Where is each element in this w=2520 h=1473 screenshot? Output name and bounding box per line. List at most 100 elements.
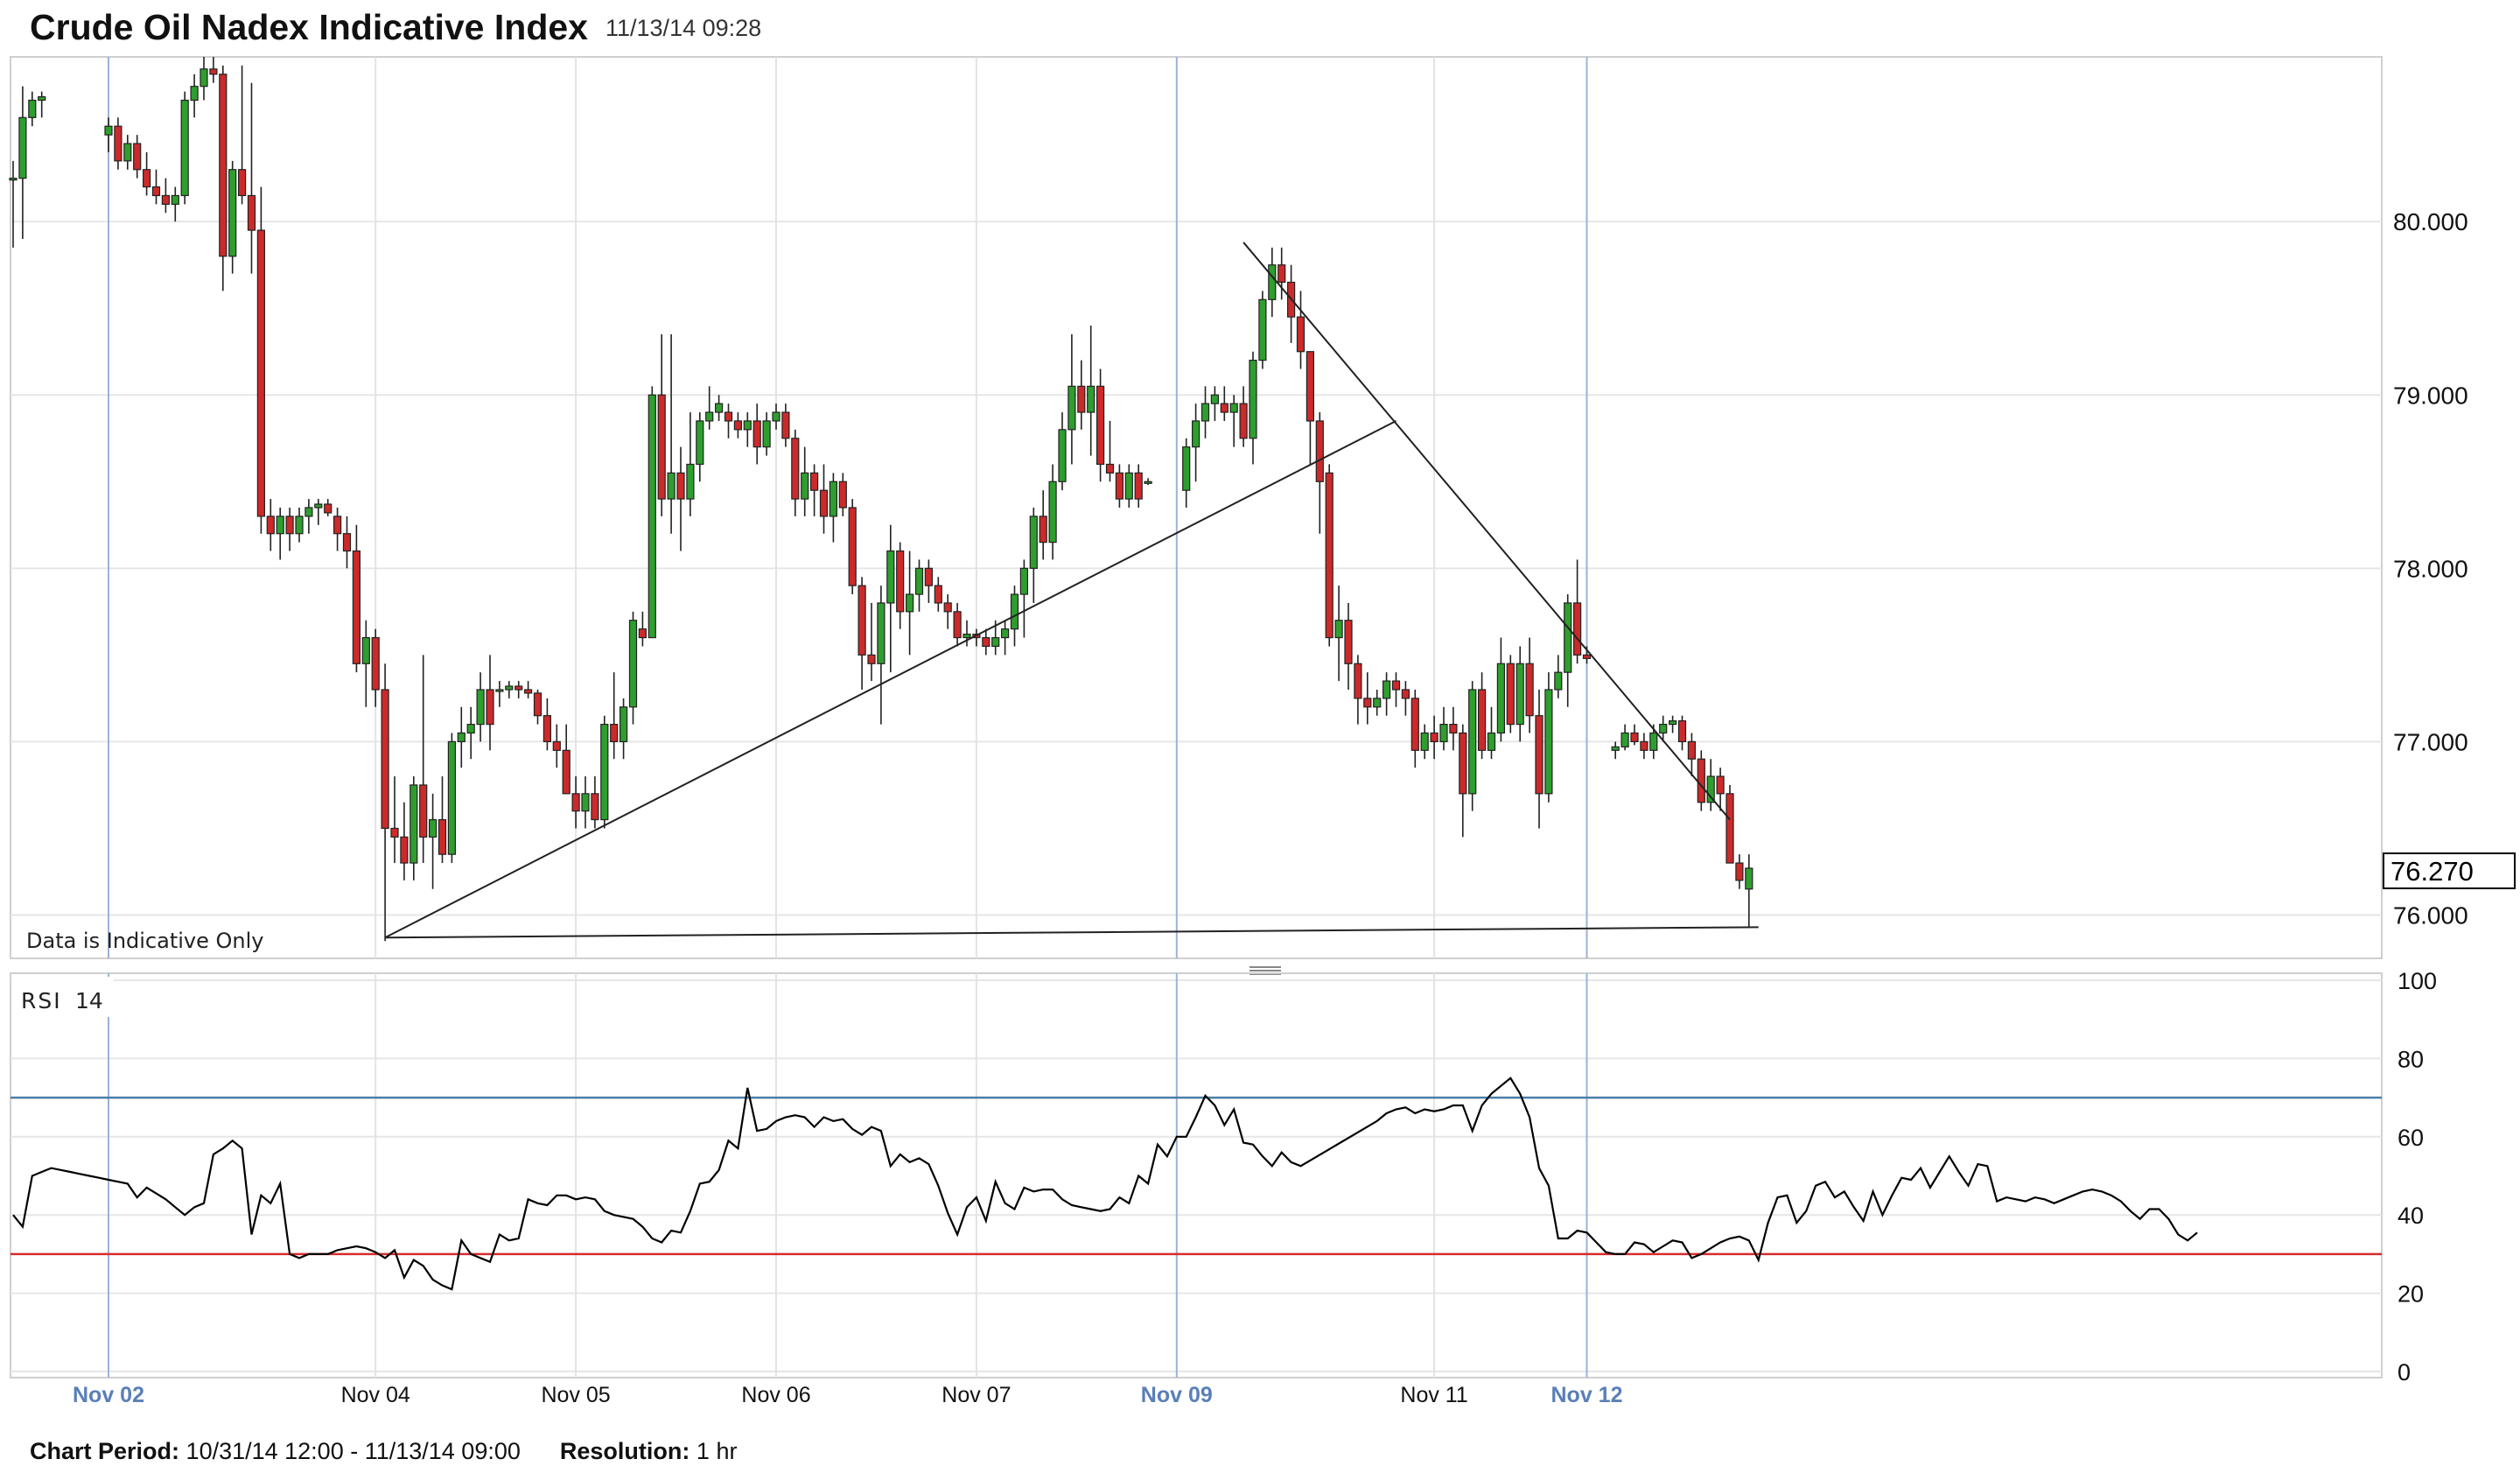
candle-down bbox=[972, 628, 981, 647]
candle-up bbox=[18, 86, 27, 239]
candle-down bbox=[676, 446, 685, 551]
candle-body bbox=[18, 116, 27, 179]
candle-down bbox=[1391, 672, 1401, 707]
candle-up bbox=[466, 706, 475, 760]
candle-down bbox=[1134, 464, 1143, 508]
candle-up bbox=[304, 499, 313, 534]
candle-body bbox=[953, 611, 962, 639]
candle-body bbox=[1191, 420, 1200, 448]
candle-body bbox=[1554, 671, 1563, 691]
candle-body bbox=[1144, 480, 1152, 484]
candle-down bbox=[161, 178, 170, 214]
candle-body bbox=[1716, 775, 1725, 795]
candle-body bbox=[304, 507, 313, 517]
candle-body bbox=[1496, 663, 1506, 734]
rsi-period: 14 bbox=[75, 988, 103, 1014]
candle-body bbox=[1258, 298, 1267, 361]
rsi-tick-label: 60 bbox=[2398, 1125, 2424, 1151]
candle-body bbox=[1620, 732, 1629, 747]
candle-down bbox=[238, 65, 247, 205]
candle-body bbox=[1401, 689, 1410, 699]
candle-body bbox=[801, 472, 809, 500]
candle-body bbox=[1315, 420, 1324, 482]
candle-body bbox=[1210, 394, 1220, 404]
candle-down bbox=[1572, 559, 1582, 664]
candle-up bbox=[1620, 724, 1629, 751]
candle-down bbox=[858, 577, 866, 690]
candle-body bbox=[1677, 720, 1687, 743]
resolution-label: Resolution: bbox=[559, 1438, 690, 1464]
candle-body bbox=[1459, 732, 1467, 795]
candle-up bbox=[914, 559, 924, 612]
candle-down bbox=[514, 681, 523, 698]
candle-body bbox=[1420, 732, 1429, 751]
candle-body bbox=[1278, 264, 1286, 284]
candle-body bbox=[1058, 429, 1067, 482]
candle-body bbox=[324, 503, 332, 514]
candle-body bbox=[705, 411, 714, 422]
candle-down bbox=[562, 724, 570, 795]
candle-body bbox=[619, 706, 628, 743]
x-tick-label: Nov 07 bbox=[942, 1383, 1011, 1407]
candle-up bbox=[190, 74, 199, 118]
x-tick-label: Nov 09 bbox=[1141, 1383, 1213, 1407]
candle-body bbox=[877, 602, 886, 664]
candle-body bbox=[791, 438, 800, 500]
candle-body bbox=[400, 836, 409, 864]
candle-up bbox=[1048, 464, 1057, 560]
candle-body bbox=[361, 636, 370, 664]
candle-body bbox=[1229, 403, 1238, 413]
candle-body bbox=[1564, 602, 1572, 673]
candle-body bbox=[1487, 732, 1496, 751]
candle-down bbox=[638, 611, 648, 647]
candle-down bbox=[1039, 490, 1047, 560]
candle-body bbox=[429, 818, 438, 838]
candle-down bbox=[953, 602, 962, 647]
candle-down bbox=[733, 412, 743, 438]
candle-body bbox=[1200, 403, 1210, 422]
candle-body bbox=[914, 567, 924, 595]
candle-body bbox=[1344, 620, 1353, 664]
candle-body bbox=[295, 516, 304, 535]
candle-down bbox=[552, 724, 561, 768]
candle-down bbox=[143, 151, 151, 196]
candle-up bbox=[705, 386, 714, 430]
candle-up bbox=[200, 57, 208, 101]
candle-body bbox=[724, 411, 733, 422]
candle-down bbox=[151, 169, 161, 205]
candle-up bbox=[1087, 326, 1096, 456]
candle-down bbox=[266, 499, 275, 551]
candle-body bbox=[1659, 723, 1668, 734]
candle-up bbox=[1659, 715, 1668, 742]
candle-body bbox=[982, 636, 990, 648]
candle-body bbox=[342, 533, 352, 552]
chart-title: Crude Oil Nadex Indicative Index bbox=[30, 7, 588, 47]
trendline bbox=[385, 926, 1759, 939]
candle-down bbox=[791, 429, 800, 516]
candle-up bbox=[1487, 706, 1496, 760]
x-axis: Nov 02 Nov 04 Nov 05 Nov 06 Nov 07 Nov 09 Nov … bbox=[73, 1383, 1622, 1407]
candle-body bbox=[495, 689, 504, 692]
candle-up bbox=[648, 386, 656, 639]
candle-down bbox=[571, 776, 580, 829]
candle-body bbox=[1268, 264, 1277, 300]
candle-up bbox=[1373, 689, 1382, 716]
candle-down bbox=[1278, 247, 1286, 300]
candle-body bbox=[686, 463, 695, 500]
candle-down bbox=[838, 473, 847, 516]
price-panel-frame bbox=[10, 56, 2383, 959]
candle-body bbox=[1477, 689, 1487, 751]
current-value-box: 76.270 bbox=[2383, 852, 2516, 889]
candle-down bbox=[438, 776, 447, 864]
candle-down bbox=[1354, 655, 1362, 725]
candle-body bbox=[1391, 680, 1401, 691]
candle-body bbox=[38, 95, 46, 102]
candle-body bbox=[591, 793, 599, 821]
candle-up bbox=[1554, 655, 1563, 698]
chart-period-label: Chart Period: bbox=[30, 1438, 180, 1464]
candle-body bbox=[638, 628, 648, 639]
candle-down bbox=[1716, 768, 1725, 811]
candle-body bbox=[1068, 385, 1076, 431]
candle-body bbox=[991, 636, 1000, 648]
rsi-tick-label: 20 bbox=[2398, 1281, 2424, 1308]
